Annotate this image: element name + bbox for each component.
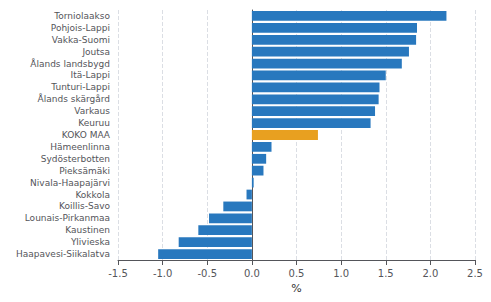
svg-text:Haapavesi-Siikalatva: Haapavesi-Siikalatva (16, 249, 110, 259)
svg-text:Lounais-Pirkanmaa: Lounais-Pirkanmaa (25, 213, 110, 223)
svg-text:KOKO MAA: KOKO MAA (62, 130, 111, 140)
svg-text:Koillis-Savo: Koillis-Savo (59, 201, 110, 211)
svg-text:Itä-Lappi: Itä-Lappi (71, 70, 110, 80)
svg-text:Ålands skärgård: Ålands skärgård (38, 93, 110, 104)
svg-text:Ylivieska: Ylivieska (70, 237, 110, 247)
svg-text:Sydösterbotten: Sydösterbotten (41, 154, 110, 164)
svg-text:-1.5: -1.5 (108, 268, 128, 279)
svg-text:Pohjois-Lappi: Pohjois-Lappi (51, 23, 110, 33)
svg-text:Kaustinen: Kaustinen (65, 225, 110, 235)
svg-text:Nivala-Haapajärvi: Nivala-Haapajärvi (30, 178, 110, 188)
svg-text:Torniolaakso: Torniolaakso (53, 11, 110, 21)
svg-text:Joutsa: Joutsa (81, 47, 110, 57)
svg-text:Keuruu: Keuruu (78, 118, 110, 128)
svg-text:Hämeenlinna: Hämeenlinna (50, 142, 110, 152)
svg-text:Tunturi-Lappi: Tunturi-Lappi (50, 82, 110, 92)
svg-text:2.0: 2.0 (422, 268, 438, 279)
svg-text:1.5: 1.5 (378, 268, 394, 279)
svg-text:-0.5: -0.5 (197, 268, 217, 279)
svg-text:1.0: 1.0 (333, 268, 349, 279)
svg-text:Pieksämäki: Pieksämäki (59, 166, 110, 176)
svg-text:Ålands landsbygd: Ålands landsbygd (30, 58, 110, 69)
svg-text:Kokkola: Kokkola (75, 190, 110, 200)
svg-text:0.5: 0.5 (289, 268, 305, 279)
svg-text:%: % (291, 282, 301, 295)
svg-text:Vakka-Suomi: Vakka-Suomi (52, 35, 110, 45)
svg-text:2.5: 2.5 (467, 268, 483, 279)
svg-text:Varkaus: Varkaus (74, 106, 110, 116)
svg-text:-1.0: -1.0 (153, 268, 173, 279)
svg-text:0.0: 0.0 (244, 268, 260, 279)
